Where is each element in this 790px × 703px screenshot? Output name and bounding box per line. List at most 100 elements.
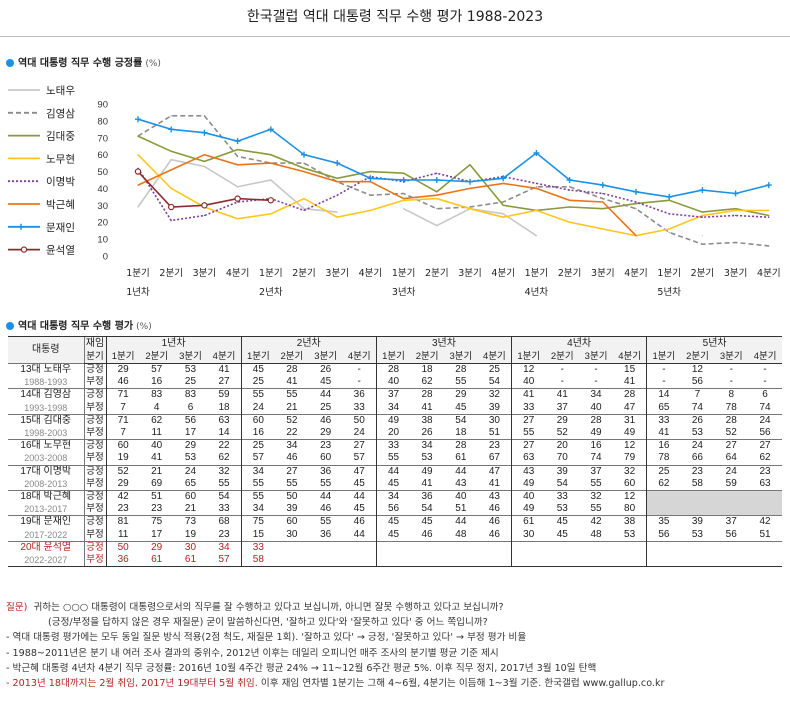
data-point: [701, 214, 704, 217]
data-point: [535, 235, 538, 237]
negative-value: 57: [240, 452, 275, 465]
data-point: [201, 202, 208, 209]
negative-value: 46: [105, 376, 140, 389]
data-point: [334, 160, 341, 167]
negative-value: 34: [375, 401, 411, 415]
positive-value: 39: [545, 464, 580, 478]
data-point: [635, 230, 637, 232]
negative-value: 37: [556, 401, 568, 413]
data-point: [403, 192, 405, 195]
header-quarter: 4분기: [748, 350, 782, 364]
negative-value: 21: [184, 503, 197, 515]
president-name: 14대 김영삼: [8, 388, 84, 402]
positive-value: 12: [680, 363, 715, 377]
negative-label: 부정: [83, 452, 106, 465]
data-point: [369, 209, 371, 211]
positive-value: [443, 540, 478, 554]
table-section-unit: (%): [136, 322, 152, 332]
positive-value: [579, 540, 613, 554]
negative-value: [477, 553, 512, 567]
data-point: [735, 208, 737, 210]
question-line-2: (긍정/부정을 답하지 않은 경우 재질문) 굳이 말씀하신다면, '잘하고 있…: [48, 617, 488, 629]
positive-value: 61: [511, 515, 546, 529]
positive-value: 44: [443, 464, 478, 478]
data-point: [502, 216, 504, 218]
data-point: [668, 199, 670, 201]
data-point: [201, 129, 208, 136]
legend-label: 노태우: [46, 85, 75, 97]
positive-value: [646, 540, 681, 554]
negative-value: 56: [725, 528, 737, 540]
negative-value: 25: [320, 401, 332, 413]
header-quarter: 3분기: [714, 350, 749, 364]
data-point: [599, 182, 606, 189]
negative-value: 60: [320, 452, 332, 464]
negative-value: 16: [151, 376, 163, 388]
positive-value: 36: [308, 464, 343, 478]
series-line: [137, 153, 637, 237]
data-point: [168, 126, 175, 133]
chart-section-header: 역대 대통령 직무 수행 긍정률 (%): [6, 54, 161, 69]
negative-value: 14: [218, 427, 230, 439]
positive-value: 41: [545, 388, 580, 402]
positive-value: 37: [375, 388, 411, 402]
data-point: [270, 213, 272, 215]
negative-label: 부정: [83, 503, 106, 516]
president-name: 15대 김대중: [8, 413, 84, 427]
positive-value: 54: [443, 413, 478, 427]
negative-value: 18: [455, 427, 467, 439]
positive-label: 긍정: [83, 413, 106, 427]
data-point: [270, 154, 272, 156]
question-text: 귀하는 ○○○ 대통령이 대통령으로서의 직무를 잘 수행하고 있다고 보십니까…: [33, 602, 504, 613]
positive-value: 28: [443, 363, 478, 377]
header-quarter: 1분기: [646, 350, 681, 364]
negative-value: 65: [646, 401, 681, 415]
data-point: [170, 150, 172, 152]
negative-value: 62: [218, 452, 230, 464]
negative-value: 53: [556, 503, 568, 515]
positive-label: 긍정: [83, 464, 106, 478]
positive-value: 28: [375, 363, 411, 377]
bullet-dot-icon: [6, 59, 14, 67]
positive-value: -: [748, 363, 782, 377]
table-section-header: 역대 대통령 직무 수행 평가 (%): [6, 317, 152, 332]
header-quarter: 1분기: [105, 350, 140, 364]
data-point: [267, 126, 274, 133]
negative-value: 30: [286, 528, 298, 540]
president-name: 20대 윤석열: [8, 540, 84, 554]
negative-value: 74: [590, 452, 602, 464]
negative-value: 53: [184, 452, 197, 464]
page-title: 한국갤럽 역대 대통령 직무 수행 평가 1988-2023: [246, 9, 544, 25]
positive-value: [680, 489, 715, 504]
data-point: [768, 216, 770, 218]
negative-value: 53: [421, 452, 433, 464]
positive-value: 60: [274, 515, 309, 529]
negative-value: 24: [240, 401, 275, 415]
negative-value: 45: [353, 503, 365, 515]
negative-value: 49: [624, 427, 636, 439]
negative-value: 63: [511, 452, 546, 465]
negative-value: 62: [759, 452, 771, 464]
legend-label: 문재인: [46, 222, 75, 234]
negative-value: 45: [556, 528, 568, 540]
positive-value: 81: [105, 515, 140, 529]
header-quarter: 4분기: [477, 350, 512, 364]
data-point: [403, 199, 405, 201]
positive-value: 32: [477, 388, 512, 402]
negative-value: [274, 553, 309, 567]
data-point: [237, 186, 239, 188]
negative-value: 46: [488, 503, 500, 515]
positive-value: 44: [342, 489, 377, 504]
positive-value: 28: [714, 413, 749, 427]
negative-value: 59: [725, 477, 737, 489]
x-tick-label: 1분기: [259, 268, 283, 279]
x-tick-label: 2분기: [425, 268, 449, 279]
negative-value: 34: [240, 503, 275, 516]
positive-value: 24: [173, 464, 208, 478]
data-point: [203, 115, 205, 117]
data-point: [668, 228, 670, 230]
positive-value: 24: [714, 464, 749, 478]
negative-value: 64: [725, 452, 737, 464]
positive-value: 21: [139, 464, 174, 478]
positive-value: 83: [139, 388, 174, 402]
